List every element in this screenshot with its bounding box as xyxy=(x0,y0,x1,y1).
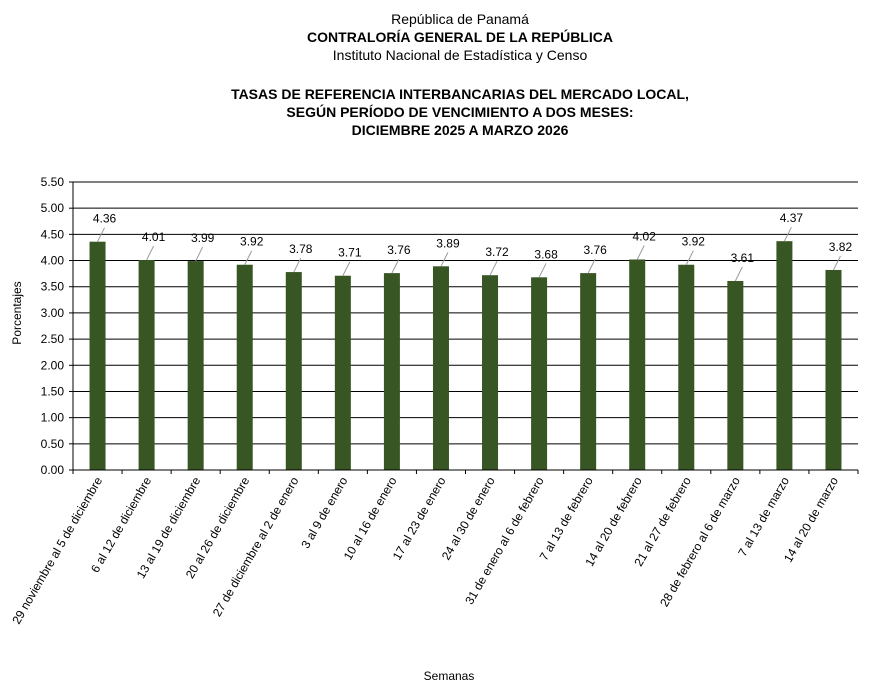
bar xyxy=(482,275,499,470)
y-axis-label: Porcentajes xyxy=(10,281,24,344)
chart-title: TASAS DE REFERENCIA INTERBANCARIAS DEL M… xyxy=(0,85,884,139)
y-tick-label: 5.50 xyxy=(41,175,65,189)
y-tick-label: 0.50 xyxy=(41,437,65,451)
y-tick-label: 1.50 xyxy=(41,384,65,398)
bar xyxy=(531,277,548,470)
y-tick-label: 2.50 xyxy=(41,332,65,346)
y-tick-label: 1.00 xyxy=(41,411,65,425)
data-label-leader xyxy=(293,257,302,273)
data-labels: 4.36 4.01 3.99 3.92 3.78 3.71 3.76 3.89 3.72 3.68… xyxy=(93,211,853,265)
data-label-leader xyxy=(538,263,547,278)
chart-title-line-2: SEGÚN PERÍODO DE VENCIMIENTO A DOS MESES… xyxy=(286,104,634,120)
data-label: 3.99 xyxy=(191,231,215,245)
bar xyxy=(334,275,351,470)
data-label: 4.37 xyxy=(780,211,804,225)
x-tick-label: 14 al 20 de marzo xyxy=(781,474,841,564)
data-label: 3.72 xyxy=(485,245,509,259)
chart-title-line-3: DICIEMBRE 2025 A MARZO 2026 xyxy=(351,122,569,138)
data-label: 4.02 xyxy=(633,229,657,243)
data-label-leader xyxy=(342,261,351,276)
data-label-leader xyxy=(146,245,155,261)
bar xyxy=(89,241,106,470)
x-tick-label: 3 al 9 de enero xyxy=(298,474,350,551)
institute-name: Instituto Nacional de Estadística y Cens… xyxy=(332,47,588,63)
data-label-leader xyxy=(833,255,841,271)
y-tick-label: 4.00 xyxy=(41,254,65,268)
report-header: República de Panamá CONTRALORÍA GENERAL … xyxy=(0,10,884,64)
data-label: 3.76 xyxy=(387,243,411,257)
data-label-leader xyxy=(244,250,253,265)
data-label: 3.68 xyxy=(534,247,558,261)
data-label-leader xyxy=(636,245,645,260)
data-label: 4.36 xyxy=(93,212,117,226)
x-tick-label: 29 noviembre al 5 de diciembre xyxy=(9,474,105,626)
x-tick-label: 7 al 13 de marzo xyxy=(735,474,792,559)
x-axis-label: Semanas xyxy=(424,669,475,683)
y-tick-label: 4.50 xyxy=(41,227,65,241)
data-label: 3.61 xyxy=(731,251,755,265)
data-label-leader xyxy=(734,266,743,282)
bar xyxy=(727,280,744,470)
data-label: 3.78 xyxy=(289,242,313,256)
bar xyxy=(432,266,449,470)
data-label-leader xyxy=(391,258,400,274)
bar xyxy=(825,269,842,470)
data-label-leader xyxy=(440,252,449,267)
chart-title-line-1: TASAS DE REFERENCIA INTERBANCARIAS DEL M… xyxy=(231,86,689,102)
bar xyxy=(580,273,597,470)
data-label: 3.76 xyxy=(583,243,607,257)
data-label-leader xyxy=(195,246,204,262)
data-label: 3.82 xyxy=(829,240,853,254)
data-label-leader xyxy=(783,226,792,242)
bar xyxy=(776,241,793,470)
y-tick-label: 5.00 xyxy=(41,201,65,215)
bar xyxy=(236,264,253,470)
bar xyxy=(383,273,400,470)
data-label: 3.92 xyxy=(682,235,706,249)
y-tick-label: 2.00 xyxy=(41,358,65,372)
x-tick-label: 27 de diciembre al 2 de enero xyxy=(210,474,302,619)
data-label: 3.92 xyxy=(240,235,264,249)
bar xyxy=(678,264,695,470)
data-label-leader xyxy=(587,258,596,274)
x-tick-label: 17 al 23 de enero xyxy=(390,474,449,562)
y-axis-ticks: 0.00 0.50 1.00 1.50 2.00 2.50 3.00 3.50 4.00 4.50… xyxy=(41,175,74,477)
data-label: 4.01 xyxy=(142,230,166,244)
y-tick-label: 3.50 xyxy=(41,280,65,294)
bars xyxy=(89,241,842,470)
bar xyxy=(187,261,204,470)
bar xyxy=(285,272,302,470)
y-tick-label: 0.00 xyxy=(41,463,65,477)
data-label: 3.71 xyxy=(338,246,362,260)
data-label-leader xyxy=(489,260,498,276)
country-name: República de Panamá xyxy=(391,11,529,27)
y-tick-label: 3.00 xyxy=(41,306,65,320)
data-label-leader xyxy=(685,250,694,265)
institution-name: CONTRALORÍA GENERAL DE LA REPÚBLICA xyxy=(307,29,613,45)
label-leaders xyxy=(97,226,841,282)
bar xyxy=(138,260,155,470)
data-label: 3.89 xyxy=(436,236,460,250)
x-tick-label: 7 al 13 de febrero xyxy=(537,474,596,563)
x-tick-label: 24 al 30 de enero xyxy=(439,474,498,562)
data-label-leader xyxy=(97,227,105,242)
bar xyxy=(629,259,646,470)
x-tick-label: 10 al 16 de enero xyxy=(341,474,400,562)
